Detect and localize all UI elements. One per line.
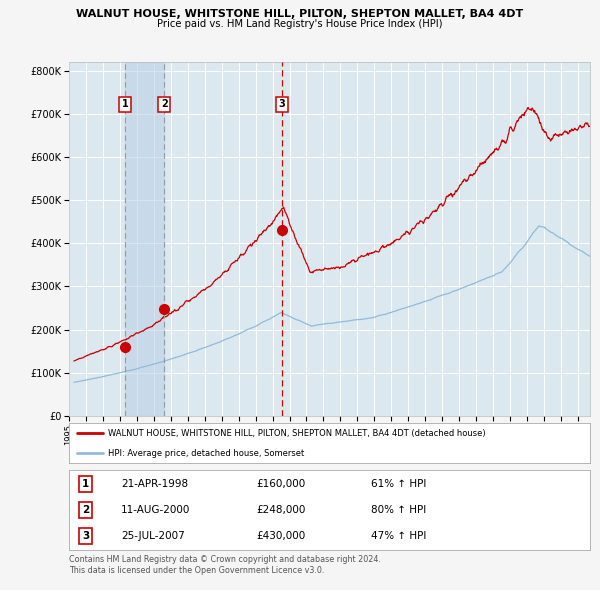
Bar <box>125 62 164 416</box>
Text: HPI: Average price, detached house, Somerset: HPI: Average price, detached house, Some… <box>108 448 304 458</box>
Text: 3: 3 <box>82 532 89 542</box>
Text: £160,000: £160,000 <box>256 478 306 489</box>
Text: WALNUT HOUSE, WHITSTONE HILL, PILTON, SHEPTON MALLET, BA4 4DT: WALNUT HOUSE, WHITSTONE HILL, PILTON, SH… <box>76 9 524 19</box>
Text: 2: 2 <box>82 505 89 515</box>
Text: Price paid vs. HM Land Registry's House Price Index (HPI): Price paid vs. HM Land Registry's House … <box>157 19 443 29</box>
Text: 1: 1 <box>122 100 128 109</box>
Text: 47% ↑ HPI: 47% ↑ HPI <box>371 532 427 542</box>
Text: 61% ↑ HPI: 61% ↑ HPI <box>371 478 427 489</box>
Text: 25-JUL-2007: 25-JUL-2007 <box>121 532 185 542</box>
Text: 11-AUG-2000: 11-AUG-2000 <box>121 505 190 515</box>
Text: Contains HM Land Registry data © Crown copyright and database right 2024.
This d: Contains HM Land Registry data © Crown c… <box>69 555 381 575</box>
Text: 80% ↑ HPI: 80% ↑ HPI <box>371 505 427 515</box>
Text: £248,000: £248,000 <box>256 505 306 515</box>
Text: 1: 1 <box>82 478 89 489</box>
Text: 3: 3 <box>278 100 286 109</box>
Text: £430,000: £430,000 <box>256 532 306 542</box>
Text: 21-APR-1998: 21-APR-1998 <box>121 478 188 489</box>
Text: 2: 2 <box>161 100 167 109</box>
Text: WALNUT HOUSE, WHITSTONE HILL, PILTON, SHEPTON MALLET, BA4 4DT (detached house): WALNUT HOUSE, WHITSTONE HILL, PILTON, SH… <box>108 428 485 438</box>
